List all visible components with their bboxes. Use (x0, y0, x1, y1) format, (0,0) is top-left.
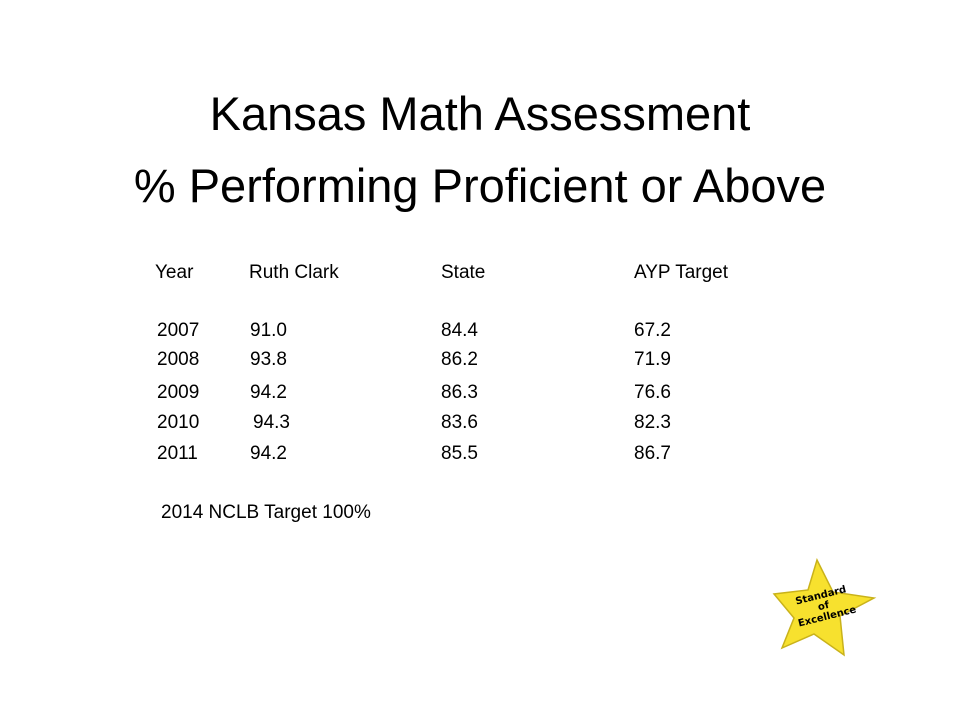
title-line-2: % Performing Proficient or Above (133, 159, 827, 212)
table-cell-state: 83.6 (441, 412, 478, 433)
table-cell-state: 84.4 (441, 320, 478, 341)
table-cell-ayp: 71.9 (634, 349, 671, 370)
title-line-1: Kansas Math Assessment (209, 87, 751, 140)
table-cell-state: 86.2 (441, 349, 478, 370)
standard-of-excellence-badge: Standard of Excellence (770, 558, 880, 658)
table-cell-ayp: 86.7 (634, 443, 671, 464)
table-cell-year: 2009 (157, 382, 200, 403)
table-cell-year: 2007 (157, 320, 200, 341)
header-year: Year (155, 262, 194, 283)
table-cell-year: 2008 (157, 349, 200, 370)
header-ruth-clark: Ruth Clark (249, 262, 339, 283)
table-cell-ruth-clark: 94.2 (250, 443, 287, 464)
table-cell-ruth-clark: 91.0 (250, 320, 287, 341)
table-cell-ayp: 67.2 (634, 320, 671, 341)
table-cell-year: 2010 (157, 412, 200, 433)
table-cell-state: 85.5 (441, 443, 478, 464)
table-cell-ayp: 76.6 (634, 382, 671, 403)
nclb-target-note: 2014 NCLB Target 100% (161, 502, 371, 523)
star-icon: Standard of Excellence (772, 558, 877, 657)
table-cell-ruth-clark: 94.2 (250, 382, 287, 403)
table-cell-year: 2011 (157, 443, 198, 464)
badge-text-line-2: of (817, 600, 831, 614)
table-cell-ayp: 82.3 (634, 412, 671, 433)
table-cell-ruth-clark: 93.8 (250, 349, 287, 370)
slide-title: Kansas Math Assessment % Performing Prof… (0, 78, 960, 222)
header-ayp-target: AYP Target (634, 262, 729, 283)
table-cell-state: 86.3 (441, 382, 478, 403)
table-cell-ruth-clark: 94.3 (253, 412, 290, 433)
header-state: State (441, 262, 486, 283)
